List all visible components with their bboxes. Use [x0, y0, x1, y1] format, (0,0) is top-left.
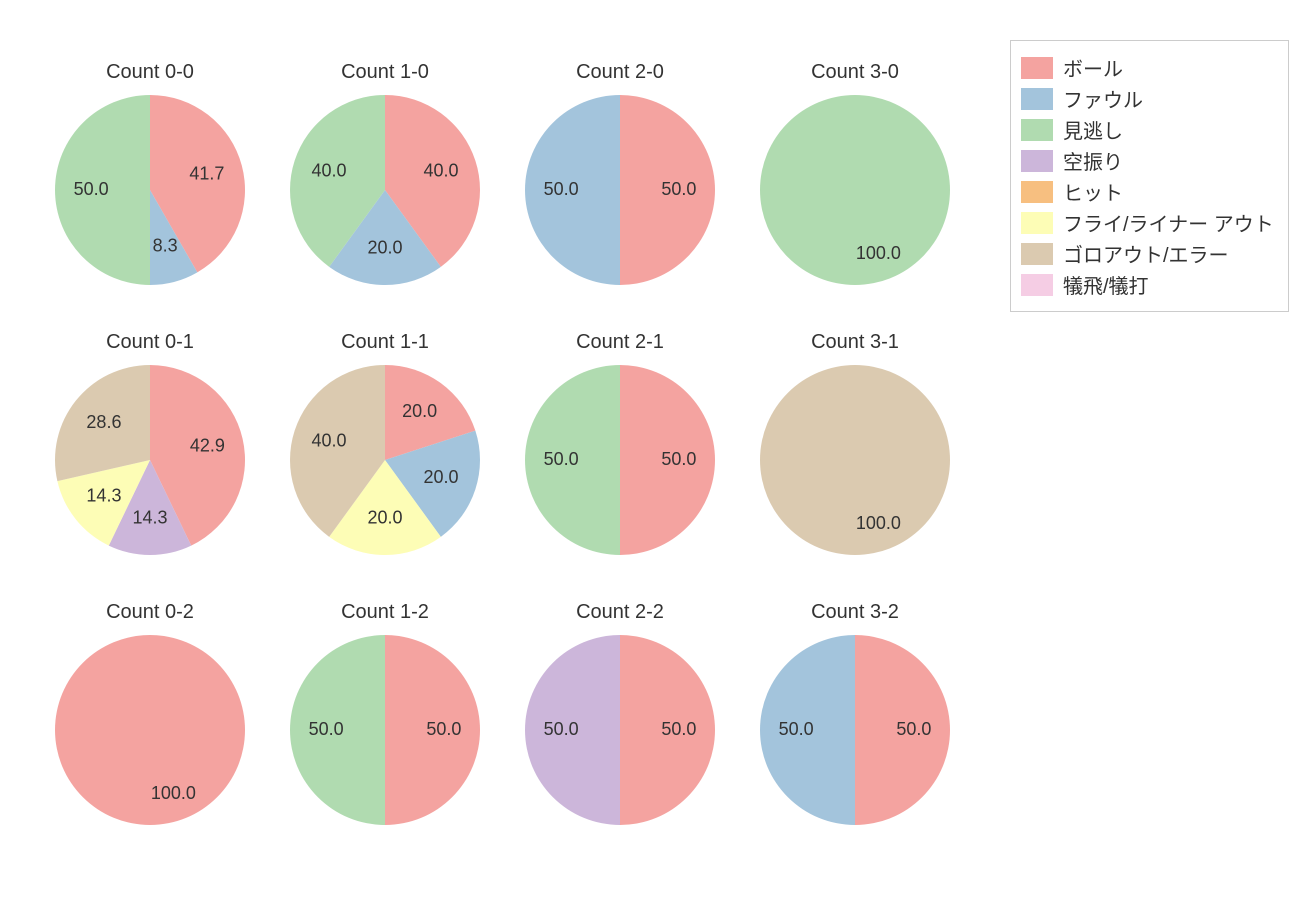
legend-swatch [1021, 181, 1053, 203]
pie-cell: Count 2-150.050.0 [510, 345, 730, 605]
pie-slice-label: 20.0 [402, 401, 437, 421]
pie-chart: 40.0 20.0 40.0 [275, 75, 495, 335]
legend-item: ゴロアウト/エラー [1021, 239, 1274, 268]
legend-label: 空振り [1063, 146, 1123, 175]
pie-cell: Count 3-0100.0 [745, 75, 965, 335]
legend-swatch [1021, 243, 1053, 265]
pie-chart: 20.0 20.0 20.0 40.0 [275, 345, 495, 605]
legend-label: ファウル [1063, 84, 1143, 113]
pie-slice-label: 41.7 [189, 164, 224, 184]
pie-slice-label: 42.9 [190, 436, 225, 456]
pie-chart: 50.0 50.0 [510, 615, 730, 875]
pie-chart: 100.0 [745, 345, 965, 605]
pie-slice-label: 50.0 [309, 719, 344, 739]
pie-slice-label: 50.0 [426, 719, 461, 739]
pie-chart: 100.0 [745, 75, 965, 335]
pie-chart: 100.0 [40, 615, 260, 875]
pie-slice-label: 20.0 [423, 467, 458, 487]
pie-cell: Count 0-142.914.314.328.6 [40, 345, 260, 605]
legend-label: フライ/ライナー アウト [1063, 208, 1274, 237]
pie-slice-label: 40.0 [311, 161, 346, 181]
pie-slice-label: 28.6 [86, 412, 121, 432]
chart-stage: Count 0-041.78.350.0Count 1-040.020.040.… [0, 0, 1300, 900]
pie-cell: Count 1-040.020.040.0 [275, 75, 495, 335]
pie-slice-label: 50.0 [74, 179, 109, 199]
pie-cell: Count 0-041.78.350.0 [40, 75, 260, 335]
legend-swatch [1021, 57, 1053, 79]
legend-swatch [1021, 88, 1053, 110]
legend-item: 犠飛/犠打 [1021, 270, 1274, 299]
legend-swatch [1021, 150, 1053, 172]
pie-chart: 50.0 50.0 [745, 615, 965, 875]
pie-slice-label: 50.0 [779, 719, 814, 739]
legend-item: ヒット [1021, 177, 1274, 206]
pie-slice-label: 50.0 [544, 179, 579, 199]
legend-swatch [1021, 119, 1053, 141]
legend-label: 見逃し [1063, 115, 1123, 144]
legend-item: 空振り [1021, 146, 1274, 175]
pie-slice-label: 50.0 [661, 449, 696, 469]
pie-chart: 50.0 50.0 [275, 615, 495, 875]
pie-slice-label: 40.0 [423, 161, 458, 181]
pie-slice-label: 50.0 [544, 719, 579, 739]
legend-item: ボール [1021, 53, 1274, 82]
pie-slice-label: 100.0 [151, 783, 196, 803]
pie-chart: 50.0 50.0 [510, 345, 730, 605]
legend-label: ヒット [1063, 177, 1123, 206]
pie-cell: Count 2-250.050.0 [510, 615, 730, 875]
legend-item: ファウル [1021, 84, 1274, 113]
pie-slice-label: 50.0 [661, 719, 696, 739]
pie-slice-label: 14.3 [132, 508, 167, 528]
pie-cell: Count 2-050.050.0 [510, 75, 730, 335]
pie-chart: 50.0 50.0 [510, 75, 730, 335]
pie-slice-label: 20.0 [367, 238, 402, 258]
pie-slice-label: 20.0 [367, 508, 402, 528]
pie-slice-label: 14.3 [86, 485, 121, 505]
legend-swatch [1021, 274, 1053, 296]
legend: ボールファウル見逃し空振りヒットフライ/ライナー アウトゴロアウト/エラー犠飛/… [1010, 40, 1289, 312]
legend-item: 見逃し [1021, 115, 1274, 144]
legend-label: ボール [1063, 53, 1123, 82]
pie-slice-label: 100.0 [856, 243, 901, 263]
pie-cell: Count 3-1100.0 [745, 345, 965, 605]
legend-label: 犠飛/犠打 [1063, 270, 1149, 299]
legend-label: ゴロアウト/エラー [1063, 239, 1229, 268]
pie-chart: 41.7 8.3 50.0 [40, 75, 260, 335]
pie-slice-label: 50.0 [661, 179, 696, 199]
pie-slice-label: 8.3 [153, 236, 178, 256]
legend-swatch [1021, 212, 1053, 234]
pie-slice-label: 50.0 [896, 719, 931, 739]
pie-cell: Count 1-250.050.0 [275, 615, 495, 875]
legend-item: フライ/ライナー アウト [1021, 208, 1274, 237]
pie-slice-label: 100.0 [856, 513, 901, 533]
pie-cell: Count 0-2100.0 [40, 615, 260, 875]
pie-slice-label: 40.0 [311, 431, 346, 451]
pie-cell: Count 1-120.020.020.040.0 [275, 345, 495, 605]
pie-chart: 42.9 14.3 14.3 28.6 [40, 345, 260, 605]
pie-cell: Count 3-250.050.0 [745, 615, 965, 875]
pie-slice-label: 50.0 [544, 449, 579, 469]
